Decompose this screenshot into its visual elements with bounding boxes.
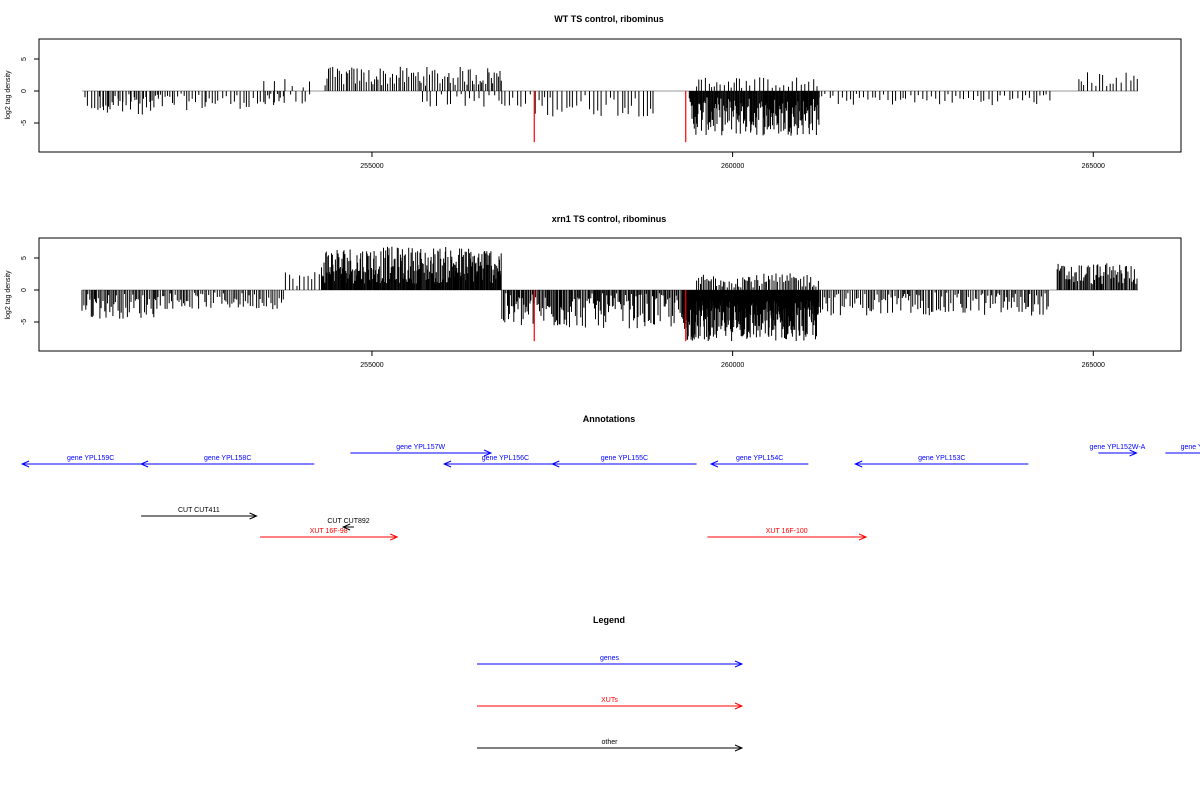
legend-item-label: XUTs — [601, 697, 618, 704]
gene-feature-arrowhead — [551, 460, 560, 468]
annotations-track: Annotations gene YPL159C gene YPL158Cgene… — [20, 414, 1200, 541]
x-tick-label: 255000 — [360, 163, 383, 170]
axes: 5 0 -5 255000 260000 265000 — [21, 57, 1138, 170]
x-tick-label: 255000 — [360, 362, 383, 369]
x-tick-label: 265000 — [1082, 362, 1105, 369]
y-axis-label: log2 tag density — [5, 70, 12, 120]
gene-feature-label: gene YPL152W-A — [1090, 444, 1146, 451]
xut-feature-arrowhead — [390, 533, 399, 541]
y-tick-label: 0 — [21, 89, 28, 93]
gene-feature-label: gene YPL156C — [482, 455, 529, 462]
gene-feature-arrowhead — [139, 460, 149, 468]
legend-item-label: other — [602, 739, 619, 746]
gene-feature-label: gene YPL152W — [1181, 444, 1200, 451]
annotation-features: gene YPL159C gene YPL158C gene YPL157W gene… — [20, 444, 1200, 541]
legend-item-arrowhead — [734, 660, 744, 668]
legend-item-label: genes — [600, 655, 620, 662]
axes: 5 0 -5 255000 260000 265000 — [21, 256, 1138, 369]
other-feature-label: CUT CUT892 — [327, 518, 369, 525]
legend-title: Legend — [593, 615, 625, 625]
gene-feature-label: gene YPL155C — [601, 455, 648, 462]
gene-feature-arrowhead — [20, 460, 30, 468]
gene-feature-label: gene YPL159C — [67, 455, 114, 462]
plot-frame — [38, 38, 1182, 153]
x-tick-label: 260000 — [721, 362, 744, 369]
legend-items: genes XUTs other — [477, 655, 744, 752]
gene-feature-arrowhead — [483, 449, 493, 457]
y-tick-label: 5 — [21, 256, 28, 260]
y-axis-label: log2 tag density — [5, 270, 12, 320]
panel-wt: WT TS control, ribominus log2 tag densit… — [5, 14, 1182, 170]
other-feature-label: CUT CUT411 — [178, 507, 220, 514]
bars — [81, 246, 1138, 342]
other-feature-arrowhead — [249, 512, 258, 520]
y-tick-label: 0 — [21, 288, 28, 292]
gene-feature-arrowhead — [709, 460, 719, 468]
bars — [84, 66, 1138, 143]
panel-xrn1: xrn1 TS control, ribominus log2 tag dens… — [5, 214, 1182, 369]
gene-feature-arrowhead — [853, 460, 863, 468]
xut-feature-label: XUT 16F-100 — [766, 528, 808, 535]
other-feature-arrowhead — [341, 523, 351, 531]
y-tick-label: -5 — [21, 319, 28, 325]
panel-title: xrn1 TS control, ribominus — [552, 214, 667, 224]
gene-feature-label: gene YPL154C — [736, 455, 783, 462]
gene-feature-label: gene YPL153C — [918, 455, 965, 462]
annotations-title: Annotations — [583, 414, 636, 424]
xut-feature-arrowhead — [858, 533, 868, 541]
legend-item-arrowhead — [734, 744, 744, 752]
gene-feature-label: gene YPL157W — [396, 444, 445, 451]
gene-feature-label: gene YPL158C — [204, 455, 251, 462]
legend: Legend genes XUTs other — [477, 615, 744, 752]
y-tick-label: -5 — [21, 120, 28, 126]
gene-feature-arrowhead — [1129, 449, 1138, 457]
panel-title: WT TS control, ribominus — [554, 14, 664, 24]
legend-item-arrowhead — [734, 702, 744, 710]
plot-frame — [38, 237, 1182, 352]
gene-feature-arrowhead — [442, 460, 452, 468]
x-tick-label: 260000 — [721, 163, 744, 170]
xut-feature-label: XUT 16F-98 — [310, 528, 348, 535]
x-tick-label: 265000 — [1082, 163, 1105, 170]
y-tick-label: 5 — [21, 57, 28, 61]
